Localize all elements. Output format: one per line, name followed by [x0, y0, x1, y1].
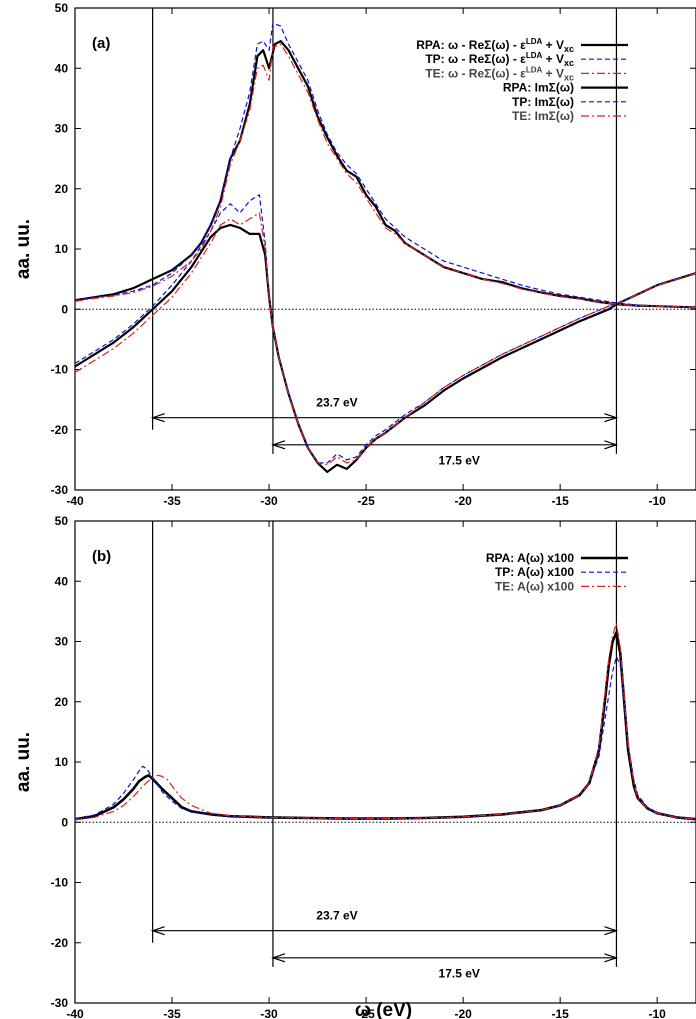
x-tick-label: -30: [260, 1007, 278, 1019]
series-line: [75, 22, 696, 308]
series-line: [75, 223, 696, 473]
legend-label: RPA: ω - ReΣ(ω) - εLDA + Vxc: [416, 37, 574, 54]
y-tick-label: -20: [51, 423, 69, 437]
x-tick-label: -20: [454, 1007, 472, 1019]
y-tick-label: 30: [55, 122, 69, 136]
panel-label: (a): [92, 35, 110, 52]
arrow-head-left: [150, 926, 165, 936]
x-tick-label: -35: [163, 494, 181, 508]
y-tick-label: 20: [55, 695, 69, 709]
y-tick-label: 0: [61, 815, 68, 829]
energy-label: 17.5 eV: [439, 967, 480, 981]
y-tick-label: 30: [55, 635, 69, 649]
y-tick-label: 0: [61, 302, 68, 316]
y-axis-label: aa. uu.: [13, 732, 34, 792]
panel-b: -30 -20 -10 0 10 20 30 40 50 -40 -35 -30 -25 -20 -15 -1…: [13, 514, 696, 1019]
x-tick-label: -25: [357, 1007, 375, 1019]
y-tick-label: -30: [51, 996, 69, 1010]
series-line: [75, 43, 696, 308]
x-tick-label: -25: [357, 494, 375, 508]
arrow-head-left: [271, 440, 286, 450]
panel-label: (b): [92, 548, 111, 565]
series-group: [75, 22, 696, 473]
arrow-head-right: [604, 953, 619, 963]
x-tick-label: -40: [66, 494, 84, 508]
arrow-head-right: [604, 926, 619, 936]
y-tick-label: 50: [55, 1, 69, 15]
y-tick-label: -10: [51, 876, 69, 890]
x-tick-label: -30: [260, 494, 278, 508]
legend-label: TP: A(ω) x100: [495, 565, 574, 579]
legend-label: TE: ω - ReΣ(ω) - εLDA + Vxc: [425, 65, 574, 82]
y-tick-label: -20: [51, 936, 69, 950]
legend-label: TE: ImΣ(ω): [512, 109, 574, 123]
y-tick-label: 20: [55, 182, 69, 196]
y-tick-label: 50: [55, 514, 69, 528]
energy-label: 17.5 eV: [439, 454, 480, 468]
arrow-head-left: [150, 413, 165, 423]
y-tick-label: 10: [55, 755, 69, 769]
x-axis-label: ω (eV): [355, 1000, 412, 1019]
x-tick-label: -35: [163, 1007, 181, 1019]
legend-label: RPA: ImΣ(ω): [503, 81, 574, 95]
x-tick-label: -15: [551, 494, 569, 508]
y-axis-label: aa. uu.: [13, 219, 34, 279]
x-tick-label: -20: [454, 494, 472, 508]
energy-label: 23.7 eV: [316, 908, 357, 922]
legend-label: TP: ImΣ(ω): [512, 95, 574, 109]
x-tick-label: -10: [649, 494, 667, 508]
series-line: [75, 656, 696, 820]
y-tick-label: -30: [51, 483, 69, 497]
series-line: [75, 212, 696, 466]
legend-label: RPA: A(ω) x100: [486, 551, 574, 565]
series-line: [75, 40, 696, 309]
arrow-head-right: [604, 413, 619, 423]
series-line: [75, 194, 696, 464]
arrow-head-left: [271, 953, 286, 963]
series-line: [75, 622, 696, 821]
y-tick-label: 40: [55, 61, 69, 75]
panel-a: -30 -20 -10 0 10 20 30 40 50 -40 -35 -30 -25 -20 -15 -1…: [13, 1, 696, 508]
x-tick-label: -15: [551, 1007, 569, 1019]
y-tick-label: -10: [51, 363, 69, 377]
x-tick-label: -40: [66, 1007, 84, 1019]
y-tick-label: 10: [55, 242, 69, 256]
series-line: [75, 631, 696, 821]
energy-label: 23.7 eV: [316, 395, 357, 409]
series-group: [75, 622, 696, 821]
arrow-head-right: [604, 440, 619, 450]
legend-label: TE: A(ω) x100: [495, 579, 574, 593]
y-tick-label: 40: [55, 574, 69, 588]
legend-label: TP: ω - ReΣ(ω) - εLDA + Vxc: [425, 51, 574, 68]
x-tick-label: -10: [649, 1007, 667, 1019]
